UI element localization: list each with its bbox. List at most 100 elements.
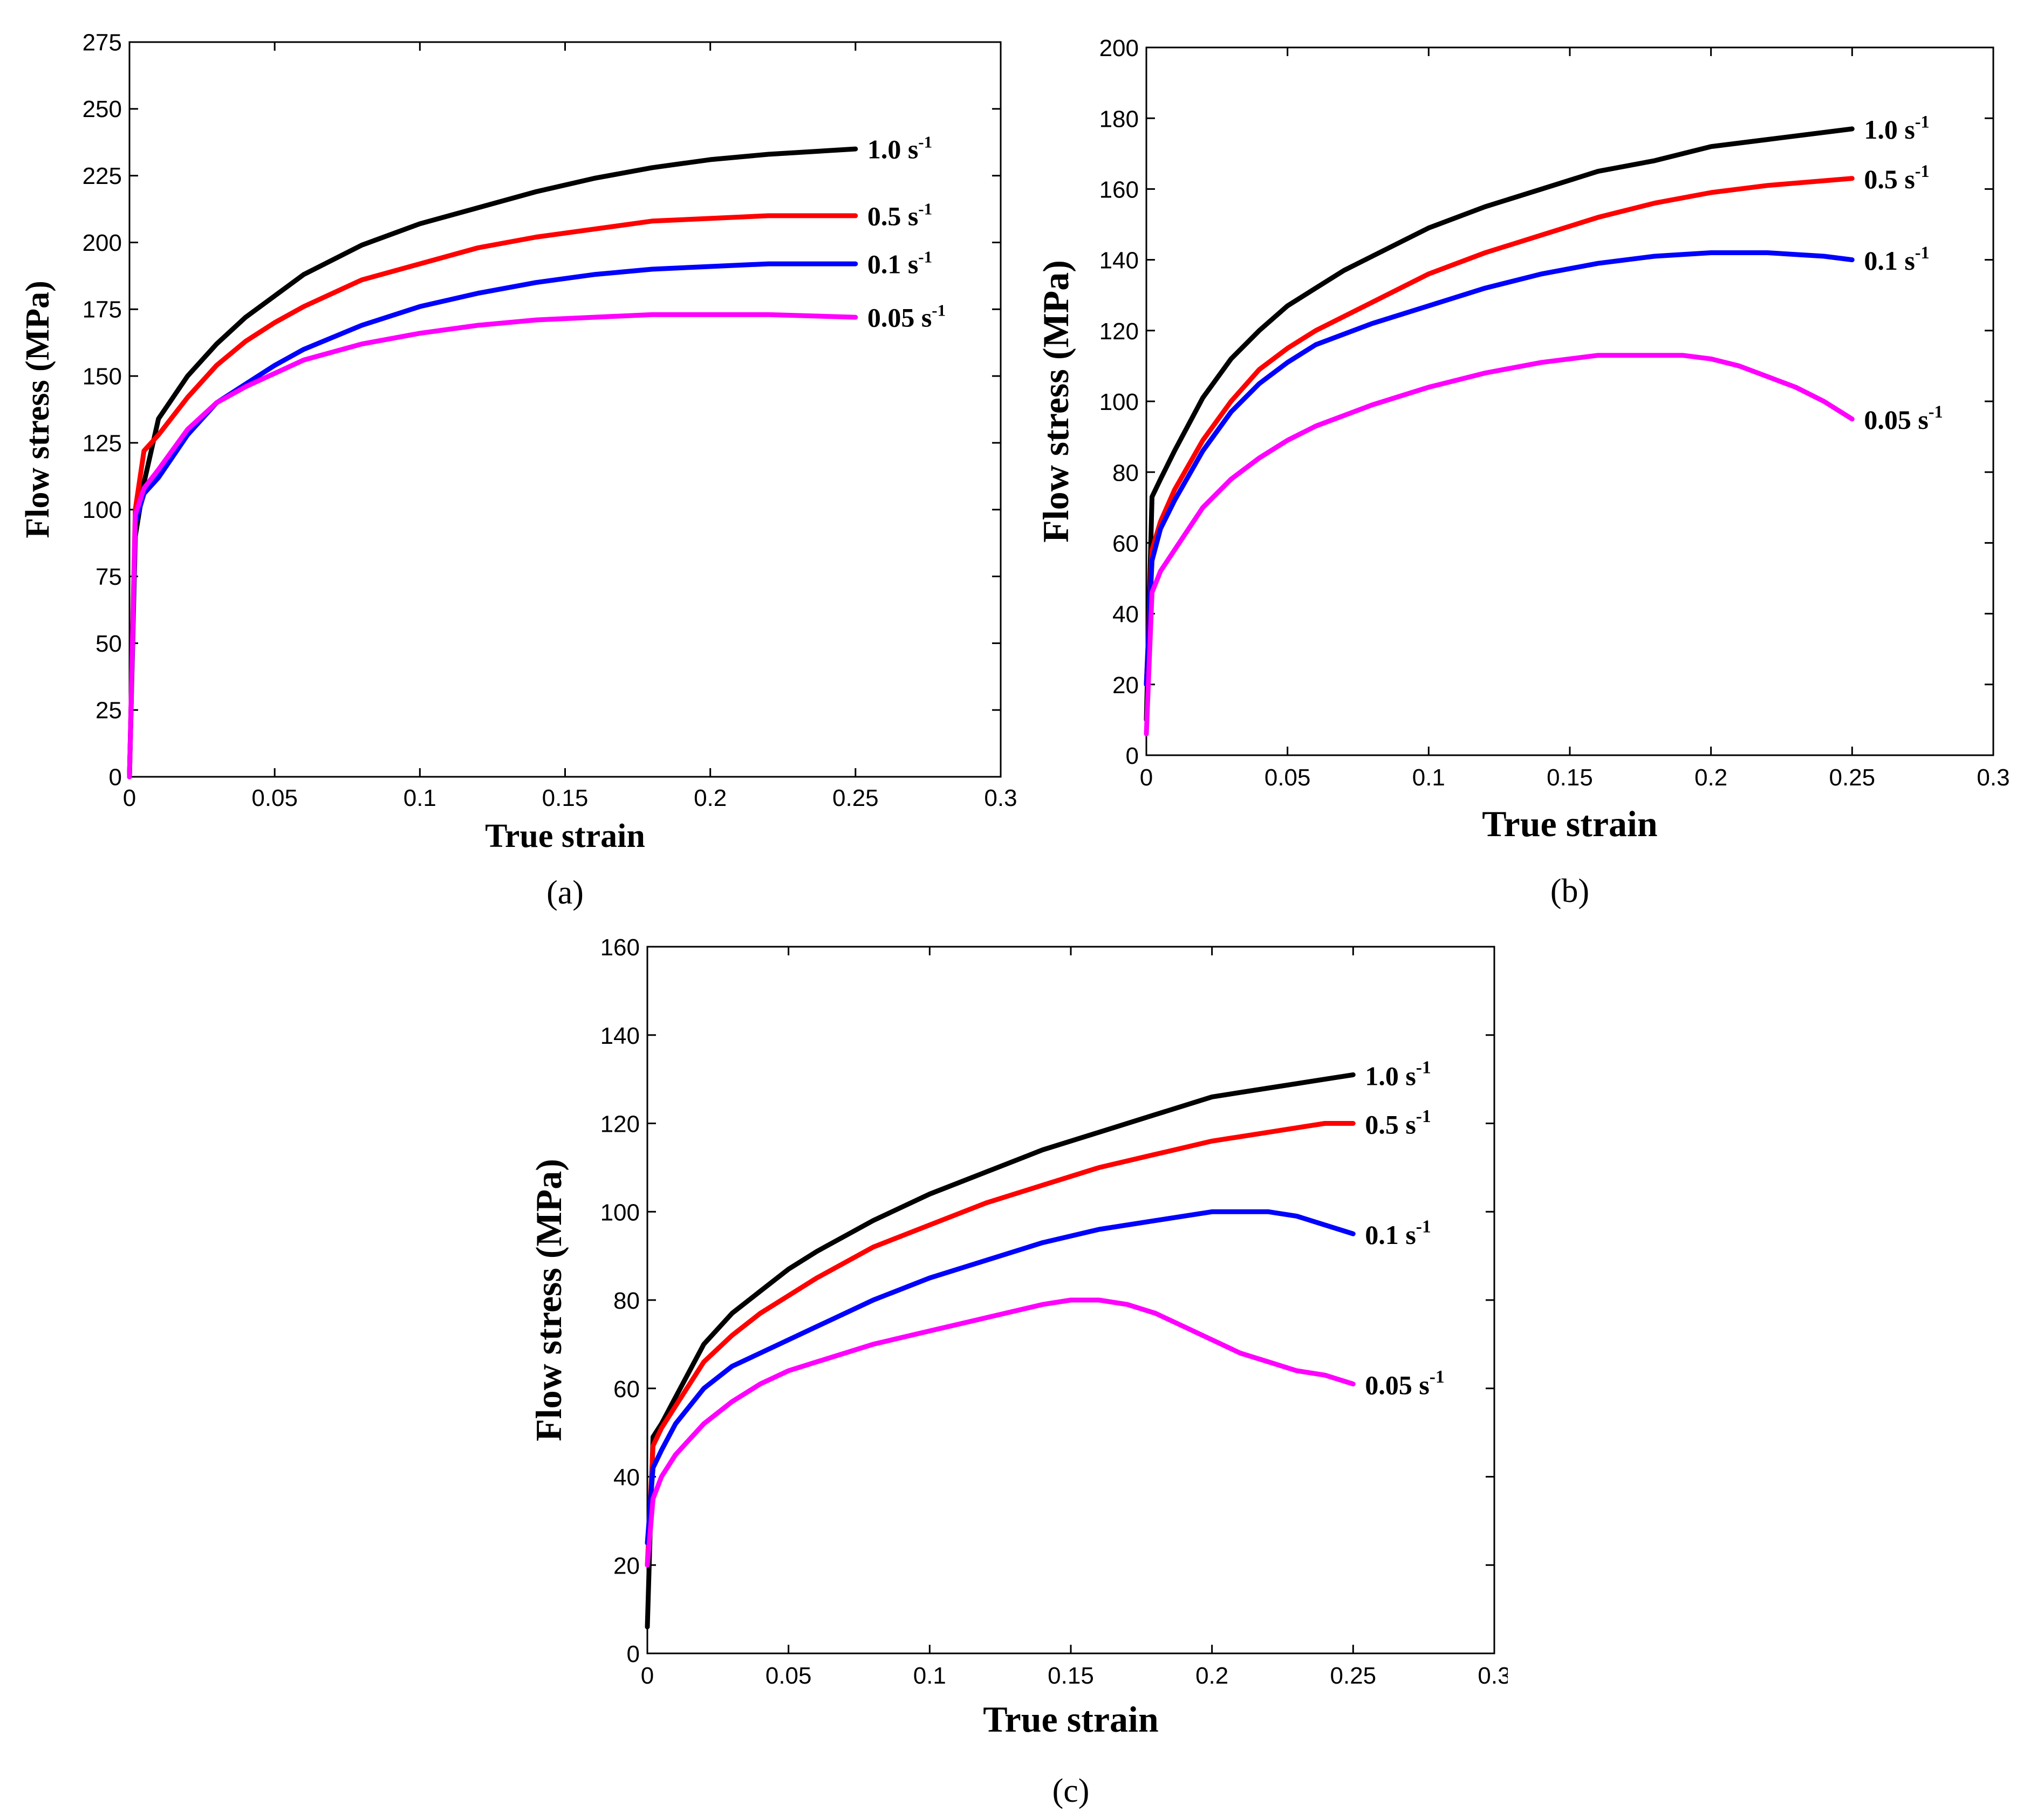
y-tick-label: 0: [109, 764, 122, 790]
y-tick-label: 0: [1126, 743, 1139, 769]
series-label-text: 0.1 s: [867, 249, 918, 279]
chart-panel-a: 0 0.05 0.1 0.15 0.2 0.25 0.3 0 25 50 75 100 125 150 17…: [0, 0, 1022, 912]
series-label: 0.1 s-1: [867, 248, 932, 279]
series-label-text: 0.5 s: [867, 201, 918, 231]
x-tick-label: 0.1: [913, 1663, 946, 1689]
y-tick-label: 175: [83, 297, 122, 323]
y-tick-label: 100: [83, 497, 122, 523]
y-tick-label: 80: [1112, 460, 1139, 486]
series-label-text: 0.5 s: [1365, 1109, 1416, 1139]
y-tick-label: 180: [1099, 106, 1139, 132]
y-tick-label: 100: [600, 1199, 640, 1226]
series-label-superscript: -1: [1915, 161, 1930, 181]
x-tick-label: 0.25: [1829, 764, 1876, 791]
series-label-superscript: -1: [932, 301, 946, 320]
series-label: 0.05 s-1: [1365, 1367, 1444, 1400]
series-label: 1.0 s-1: [1365, 1058, 1431, 1091]
y-tick-label: 125: [83, 430, 122, 456]
series-line-0-1-s-1: [127, 261, 858, 779]
series-label: 1.0 s-1: [867, 133, 932, 165]
series-label: 0.5 s-1: [867, 199, 932, 231]
y-tick-label: 20: [613, 1553, 640, 1579]
series-label-text: 0.05 s: [1864, 405, 1928, 435]
x-tick-label: 0.15: [542, 785, 589, 811]
x-tick-label: 0.3: [1478, 1663, 1508, 1689]
y-tick-label: 225: [83, 163, 122, 189]
y-tick-label: 60: [1112, 531, 1139, 557]
x-tick-label: 0.2: [1694, 764, 1727, 791]
series-label-text: 0.05 s: [867, 303, 932, 333]
series-label-superscript: -1: [1915, 112, 1930, 131]
series-label-text: 0.1 s: [1365, 1220, 1416, 1250]
y-axis-title: Flow stress (MPa): [1035, 260, 1076, 543]
x-tick-label: 0.2: [1195, 1663, 1228, 1689]
series-label-superscript: -1: [918, 248, 932, 266]
series-label-text: 1.0 s: [1864, 114, 1915, 145]
series-label-superscript: -1: [918, 133, 932, 152]
x-tick-label: 0.1: [404, 785, 436, 811]
y-tick-label: 40: [1112, 601, 1139, 628]
x-tick-label: 0: [1140, 764, 1153, 791]
series-line-1-0-s-1: [645, 1072, 1356, 1630]
y-axis-title: Flow stress (MPa): [19, 281, 56, 538]
series-label-superscript: -1: [1915, 243, 1930, 262]
y-tick-label: 140: [1099, 248, 1139, 274]
series-label-superscript: -1: [1430, 1367, 1445, 1387]
series-line-0-5-s-1: [127, 213, 858, 779]
y-tick-label: 60: [613, 1376, 640, 1403]
x-tick-label: 0.05: [765, 1663, 812, 1689]
y-tick-label: 80: [613, 1288, 640, 1314]
x-tick-label: 0.05: [1264, 764, 1311, 791]
panel-label: (c): [1052, 1773, 1090, 1809]
y-tick-label: 120: [1099, 318, 1139, 345]
series-line-0-5-s-1: [1144, 176, 1855, 687]
chart-panel-b: 0 0.05 0.1 0.15 0.2 0.25 0.3 0 20 40 60 80 100 120 140…: [1022, 0, 2044, 912]
panel-label: (a): [546, 874, 584, 911]
y-tick-label: 160: [1099, 177, 1139, 203]
x-tick-label: 0.15: [1048, 1663, 1094, 1689]
y-tick-label: 250: [83, 96, 122, 122]
y-tick-label: 25: [95, 697, 122, 724]
y-tick-label: 20: [1112, 672, 1139, 699]
series-line-0-1-s-1: [645, 1209, 1356, 1546]
series-label: 0.5 s-1: [1365, 1106, 1431, 1140]
y-axis-title: Flow stress (MPa): [528, 1159, 569, 1441]
series-line-0-05-s-1: [1144, 353, 1855, 737]
y-tick-label: 120: [600, 1111, 640, 1138]
series-line-1-0-s-1: [127, 146, 858, 779]
series-label-superscript: -1: [1416, 1216, 1431, 1236]
x-axis-title: True strain: [983, 1699, 1159, 1740]
y-tick-label: 200: [83, 230, 122, 256]
y-tick-label: 0: [627, 1641, 640, 1667]
y-tick-label: 160: [600, 934, 640, 961]
x-axis-title: True strain: [485, 818, 645, 854]
plot-frame: [1145, 46, 1994, 756]
y-tick-label: 150: [83, 363, 122, 389]
series-label: 1.0 s-1: [1864, 112, 1929, 145]
x-tick-label: 0.25: [1330, 1663, 1377, 1689]
series-line-1-0-s-1: [1144, 126, 1855, 722]
chart-panel-c: 0 0.05 0.1 0.15 0.2 0.25 0.3 0 20 40 60 80 100 120 140…: [483, 912, 1508, 1819]
series-label-text: 1.0 s: [867, 134, 918, 165]
series-label: 0.1 s-1: [1864, 243, 1929, 276]
x-tick-label: 0.2: [694, 785, 727, 811]
series-label: 0.05 s-1: [1864, 402, 1943, 435]
series-label-text: 0.05 s: [1365, 1370, 1429, 1400]
y-tick-label: 75: [95, 564, 122, 590]
x-axis-title: True strain: [1482, 803, 1658, 844]
y-tick-label: 275: [83, 29, 122, 56]
series-label-text: 0.5 s: [1864, 164, 1915, 194]
series-line-0-05-s-1: [645, 1297, 1356, 1568]
x-tick-label: 0: [123, 785, 136, 811]
series-label: 0.5 s-1: [1864, 161, 1929, 194]
y-tick-label: 40: [613, 1465, 640, 1491]
y-tick-label: 140: [600, 1023, 640, 1049]
series-label-superscript: -1: [1929, 402, 1943, 421]
series-label: 0.05 s-1: [867, 301, 946, 333]
panel-label: (b): [1550, 873, 1589, 909]
series-label-superscript: -1: [1416, 1106, 1431, 1126]
y-tick-label: 50: [95, 631, 122, 657]
series-line-0-1-s-1: [1144, 250, 1855, 687]
x-tick-label: 0.15: [1547, 764, 1593, 791]
x-tick-label: 0: [641, 1663, 654, 1689]
